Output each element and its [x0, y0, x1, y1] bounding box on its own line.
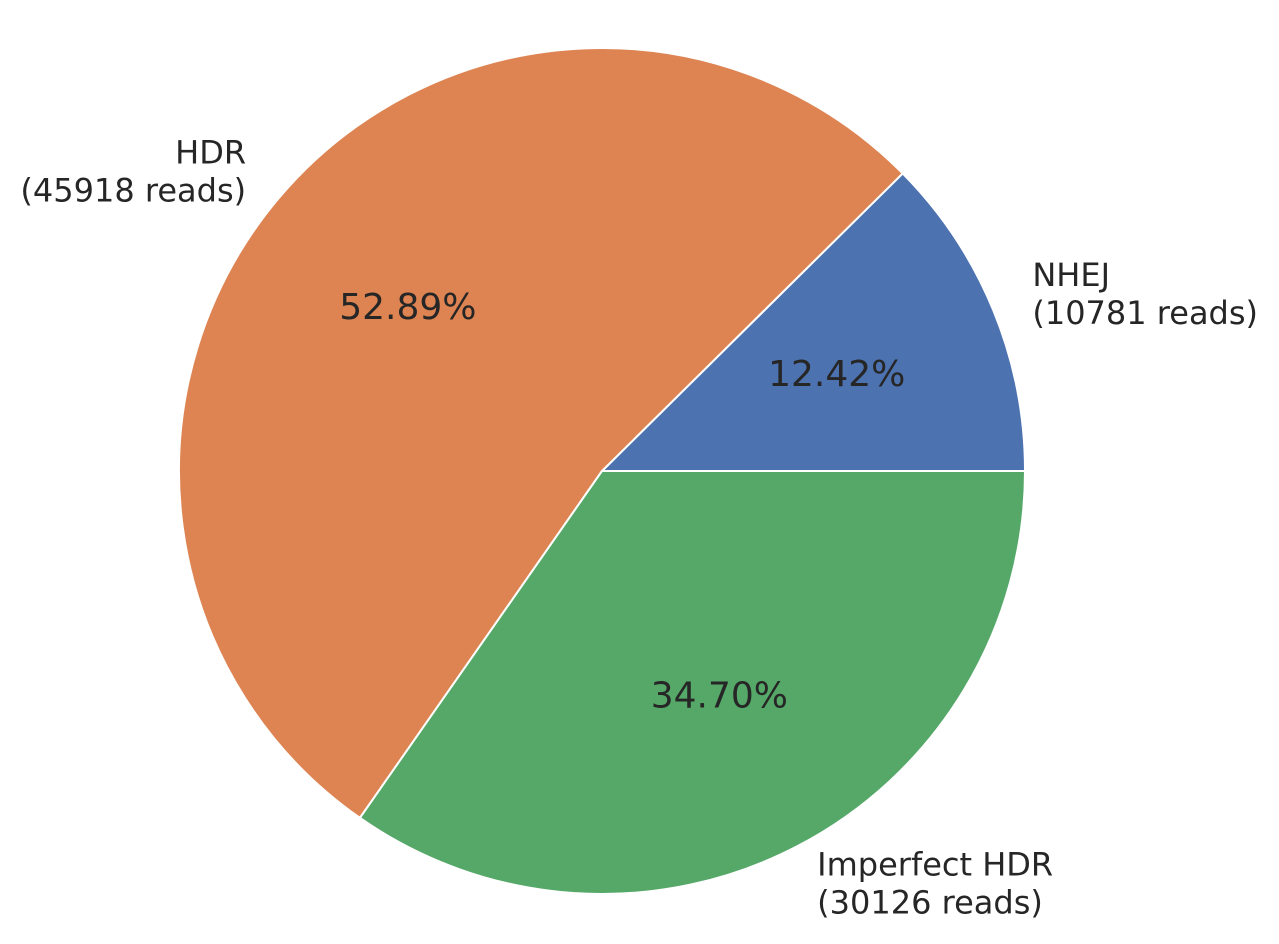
- slice-name-label: NHEJ: [1032, 256, 1110, 294]
- slice-reads-label: (45918 reads): [20, 171, 246, 209]
- slice-percent-label: 12.42%: [768, 354, 905, 395]
- slice-name-label: Imperfect HDR: [817, 846, 1053, 884]
- slice-reads-label: (30126 reads): [817, 884, 1043, 922]
- pie-wedges: [178, 47, 1026, 895]
- pie-slice-hdr: [178, 47, 904, 819]
- pie-slice-nhej: [601, 172, 1026, 472]
- slice-percent-label: 34.70%: [651, 676, 788, 717]
- slice-name-label: HDR: [175, 133, 246, 171]
- pie-labels: 12.42% NHEJ(10781 reads) 52.89% HDR(45918 r…: [20, 133, 1258, 921]
- slice-reads-label: (10781 reads): [1032, 294, 1258, 332]
- pie-slice-imperfect-hdr: [358, 470, 1026, 895]
- slice-percent-label: 52.89%: [339, 287, 476, 328]
